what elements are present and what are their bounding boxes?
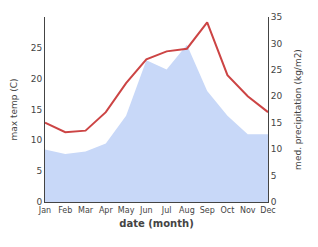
svg-text:Jul: Jul: [161, 206, 172, 215]
svg-text:5: 5: [36, 166, 42, 176]
svg-text:35: 35: [271, 12, 282, 22]
svg-text:25: 25: [271, 65, 282, 75]
svg-text:25: 25: [31, 43, 42, 53]
svg-text:May: May: [118, 206, 135, 215]
svg-text:Jun: Jun: [139, 206, 153, 215]
svg-text:20: 20: [31, 74, 43, 84]
svg-text:0: 0: [271, 197, 277, 207]
svg-text:Nov: Nov: [240, 206, 256, 215]
svg-text:Jan: Jan: [38, 206, 51, 215]
svg-text:Sep: Sep: [200, 206, 215, 215]
svg-text:0: 0: [36, 197, 42, 207]
svg-text:Mar: Mar: [78, 206, 94, 215]
svg-text:10: 10: [31, 135, 43, 145]
svg-text:Dec: Dec: [260, 206, 275, 215]
svg-text:5: 5: [271, 171, 277, 181]
svg-text:Aug: Aug: [179, 206, 195, 215]
svg-text:15: 15: [31, 105, 42, 115]
svg-text:med. precipitation (kg/m2): med. precipitation (kg/m2): [293, 49, 303, 170]
svg-text:date (month): date (month): [119, 218, 193, 229]
svg-text:Apr: Apr: [99, 206, 114, 215]
svg-text:10: 10: [271, 144, 283, 154]
svg-text:30: 30: [271, 39, 283, 49]
svg-text:max temp (C): max temp (C): [9, 78, 19, 140]
svg-text:15: 15: [271, 118, 282, 128]
svg-text:20: 20: [271, 91, 283, 101]
svg-text:Oct: Oct: [221, 206, 235, 215]
svg-text:Feb: Feb: [58, 206, 72, 215]
